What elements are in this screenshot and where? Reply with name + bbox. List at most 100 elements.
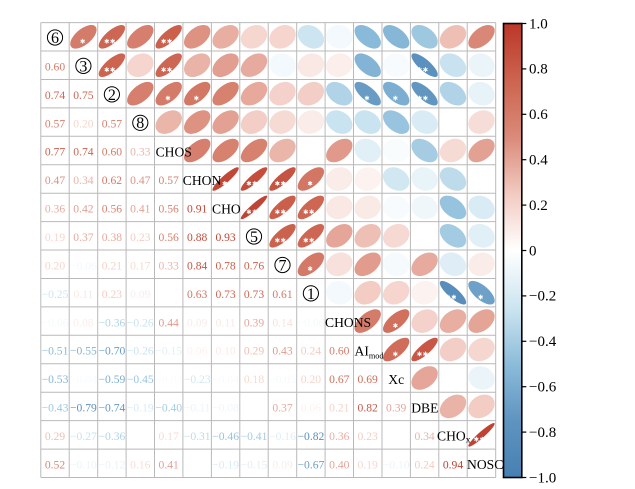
svg-text:0.88: 0.88 [187, 231, 207, 244]
svg-text:0.62: 0.62 [102, 174, 122, 187]
svg-text:0.20: 0.20 [73, 117, 93, 130]
svg-text:0.06: 0.06 [301, 402, 321, 415]
svg-text:0.08: 0.08 [73, 316, 93, 329]
svg-text:0.19: 0.19 [45, 231, 65, 244]
svg-text:0.74: 0.74 [45, 89, 65, 102]
svg-text:−0.26: −0.26 [127, 345, 154, 358]
svg-text:−0.74: −0.74 [98, 402, 125, 415]
svg-text:0.43: 0.43 [272, 345, 292, 358]
svg-text:−0.82: −0.82 [297, 430, 324, 443]
svg-text:−0.2: −0.2 [529, 289, 556, 305]
svg-text:0.24: 0.24 [414, 459, 434, 472]
svg-text:−0.67: −0.67 [297, 459, 324, 472]
svg-text:0.91: 0.91 [187, 203, 207, 216]
svg-text:−0.53: −0.53 [42, 373, 69, 386]
svg-text:0.38: 0.38 [102, 231, 122, 244]
svg-text:0.47: 0.47 [45, 174, 65, 187]
svg-text:0.23: 0.23 [130, 231, 150, 244]
svg-text:−0.45: −0.45 [127, 373, 154, 386]
svg-text:0.29: 0.29 [45, 430, 65, 443]
svg-text:−0.36: −0.36 [98, 430, 125, 443]
svg-text:0.29: 0.29 [244, 345, 264, 358]
svg-text:−0.16: −0.16 [269, 430, 296, 443]
svg-text:−0.10: −0.10 [383, 459, 410, 472]
svg-text:0.4: 0.4 [529, 153, 548, 169]
svg-text:0.21: 0.21 [329, 402, 349, 415]
svg-text:0.73: 0.73 [244, 288, 264, 301]
svg-text:0.84: 0.84 [187, 260, 207, 273]
svg-text:0.74: 0.74 [73, 146, 93, 159]
svg-text:−0.51: −0.51 [42, 345, 69, 358]
svg-text:−0.06: −0.06 [297, 316, 324, 329]
svg-text:−0.4: −0.4 [529, 334, 557, 350]
svg-text:0.36: 0.36 [329, 430, 349, 443]
svg-text:−0.12: −0.12 [98, 459, 125, 472]
svg-text:0.67: 0.67 [329, 373, 349, 386]
svg-text:−0.31: −0.31 [184, 430, 211, 443]
svg-text:0.8: 0.8 [529, 62, 548, 78]
svg-text:0.18: 0.18 [244, 373, 264, 386]
svg-text:6: 6 [51, 30, 59, 47]
svg-text:0.73: 0.73 [215, 288, 235, 301]
svg-text:−0.79: −0.79 [70, 402, 97, 415]
svg-text:0.56: 0.56 [102, 203, 122, 216]
svg-text:0.16: 0.16 [130, 459, 150, 472]
svg-text:0.57: 0.57 [159, 174, 179, 187]
svg-text:0.57: 0.57 [45, 117, 65, 130]
svg-text:0.17: 0.17 [130, 260, 150, 273]
svg-text:−0.15: −0.15 [155, 345, 182, 358]
svg-text:0.6: 0.6 [529, 107, 548, 123]
svg-text:−0.40: −0.40 [155, 402, 182, 415]
svg-text:0.34: 0.34 [414, 430, 434, 443]
svg-text:−0.06: −0.06 [70, 260, 97, 273]
svg-text:−0.70: −0.70 [98, 345, 125, 358]
svg-text:−0.04: −0.04 [70, 373, 97, 386]
svg-text:0.60: 0.60 [45, 60, 65, 73]
svg-text:1.0: 1.0 [529, 16, 548, 32]
svg-text:−1.0: −1.0 [529, 470, 556, 486]
svg-text:0.94: 0.94 [443, 459, 463, 472]
svg-text:−0.27: −0.27 [70, 430, 97, 443]
svg-text:0.20: 0.20 [301, 373, 321, 386]
svg-text:0.17: 0.17 [159, 430, 179, 443]
svg-text:CHOS: CHOS [156, 144, 192, 159]
svg-text:−0.25: −0.25 [42, 288, 69, 301]
svg-text:0.23: 0.23 [358, 430, 378, 443]
svg-text:0.09: 0.09 [130, 288, 150, 301]
svg-text:−0.36: −0.36 [98, 316, 125, 329]
svg-text:−0.03: −0.03 [155, 373, 182, 386]
svg-text:−0.23: −0.23 [184, 373, 211, 386]
svg-text:2: 2 [108, 87, 116, 104]
svg-text:0.69: 0.69 [358, 373, 378, 386]
svg-text:0.23: 0.23 [102, 288, 122, 301]
svg-text:0.37: 0.37 [272, 402, 292, 415]
svg-text:0.19: 0.19 [358, 459, 378, 472]
svg-text:CHONS: CHONS [325, 315, 371, 330]
svg-text:−0.59: −0.59 [98, 373, 125, 386]
svg-text:0.33: 0.33 [130, 146, 150, 159]
svg-text:−0.19: −0.19 [212, 459, 239, 472]
svg-text:0.61: 0.61 [272, 288, 292, 301]
svg-text:0.47: 0.47 [130, 174, 150, 187]
svg-text:DBE: DBE [411, 400, 438, 415]
svg-text:0.36: 0.36 [45, 203, 65, 216]
svg-text:−0.41: −0.41 [241, 430, 268, 443]
svg-text:0.24: 0.24 [301, 345, 321, 358]
svg-text:0.37: 0.37 [73, 231, 93, 244]
svg-text:0.40: 0.40 [329, 459, 349, 472]
svg-text:−0.19: −0.19 [127, 402, 154, 415]
svg-text:−0.06: −0.06 [42, 316, 69, 329]
svg-text:5: 5 [250, 229, 258, 246]
svg-text:0.56: 0.56 [159, 231, 179, 244]
svg-text:0.63: 0.63 [187, 288, 207, 301]
svg-text:CHON: CHON [183, 173, 222, 188]
svg-text:1: 1 [307, 286, 315, 303]
svg-text:0.41: 0.41 [130, 203, 150, 216]
svg-text:0.10: 0.10 [215, 345, 235, 358]
svg-text:−0.08: −0.08 [212, 402, 239, 415]
svg-text:0.20: 0.20 [45, 260, 65, 273]
svg-text:−0.15: −0.15 [241, 459, 268, 472]
svg-text:0.34: 0.34 [73, 174, 93, 187]
svg-text:0.14: 0.14 [272, 316, 292, 329]
svg-text:0.52: 0.52 [45, 459, 65, 472]
